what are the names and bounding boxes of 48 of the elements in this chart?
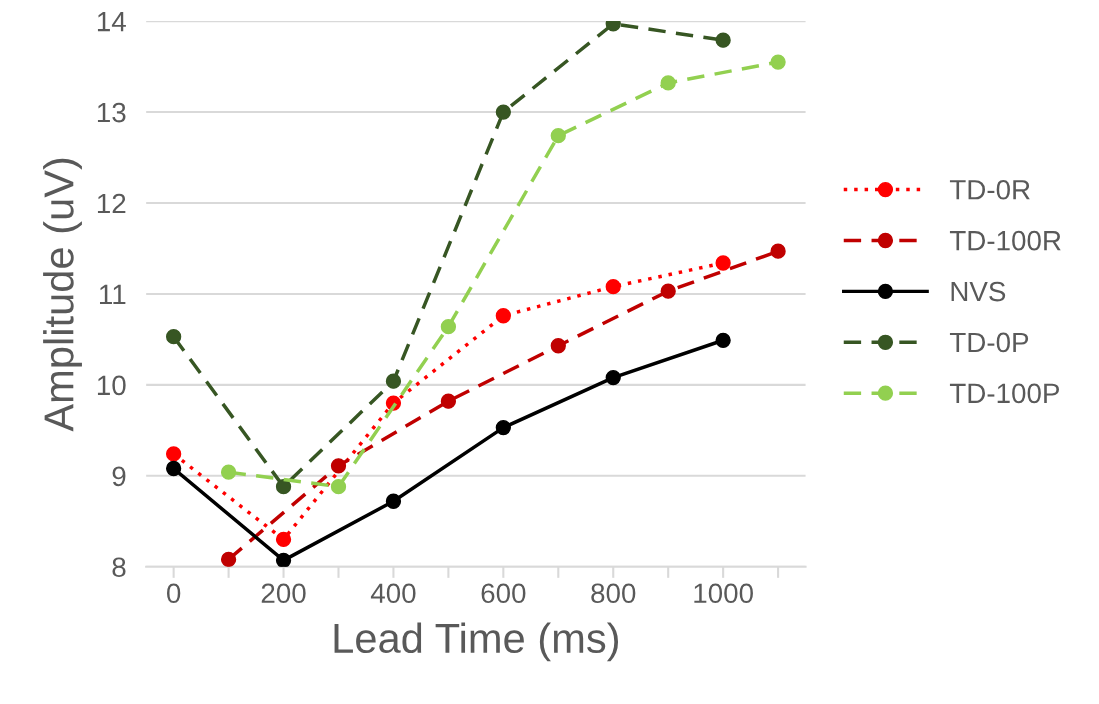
legend-label: TD-100P	[949, 383, 1059, 404]
y-tick-label: 13	[97, 102, 126, 123]
point	[660, 75, 676, 91]
point	[715, 32, 731, 48]
x-tick-label: 1000	[694, 583, 753, 604]
point	[166, 329, 182, 345]
point	[605, 369, 621, 386]
legend-label: NVS	[951, 281, 1006, 302]
x-axis-title: Lead Time (ms)	[334, 622, 619, 662]
legend-label: TD-100R	[949, 230, 1061, 251]
point	[220, 551, 237, 567]
point	[660, 283, 676, 299]
y-tick-label: 12	[97, 193, 126, 214]
point	[495, 308, 511, 324]
x-tick-label: 0	[167, 583, 181, 604]
point	[440, 393, 457, 409]
point	[550, 128, 566, 144]
point	[275, 552, 292, 567]
y-tick-label: 10	[97, 375, 126, 396]
point	[715, 255, 731, 271]
y-tick-label: 11	[100, 284, 126, 304]
point	[385, 493, 402, 509]
point	[715, 332, 731, 348]
point	[605, 279, 621, 295]
point	[275, 479, 292, 495]
point	[495, 419, 511, 436]
x-tick-label: 600	[481, 583, 526, 604]
point	[495, 104, 511, 120]
point	[330, 479, 347, 495]
point	[166, 446, 182, 462]
y-tick-label: 8	[112, 557, 126, 578]
x-tick-label: 200	[261, 583, 306, 604]
point	[440, 319, 457, 335]
x-tick-label: 400	[370, 583, 416, 604]
y-tick-label: 14	[97, 12, 126, 32]
point	[330, 458, 347, 474]
legend-label: TD-0R	[949, 179, 1030, 200]
point	[385, 373, 402, 389]
y-tick-label: 9	[112, 466, 126, 487]
x-tick-label: 800	[591, 583, 636, 604]
point	[550, 338, 566, 354]
point	[770, 243, 786, 259]
point	[166, 460, 182, 477]
point	[220, 464, 237, 480]
y-axis-title: Amplitude (uV)	[43, 158, 82, 432]
legend-label: TD-0P	[949, 332, 1029, 353]
point	[275, 531, 292, 548]
point	[770, 54, 786, 70]
